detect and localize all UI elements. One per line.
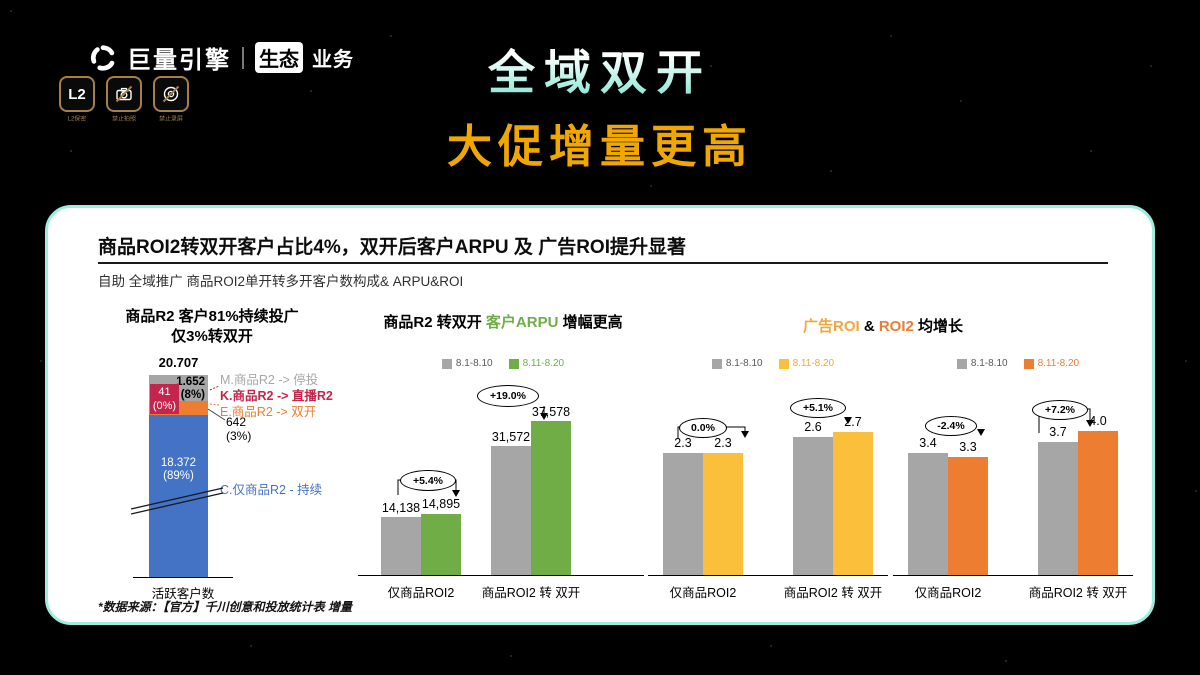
- bar-arpu-p1-g1: [381, 517, 421, 575]
- roi-section-title: 广告ROI & ROI2 均增长: [802, 318, 964, 335]
- chart1-x-axis: [133, 577, 233, 578]
- legend-swatch-gray: [711, 358, 722, 369]
- dual-open-value: 642 (3%): [226, 415, 252, 443]
- bar-roi2-p1-g2: [1038, 442, 1078, 575]
- legend-swatch-yellow: [778, 358, 789, 369]
- legend-label-dual: E.商品R2 -> 双开: [220, 405, 317, 419]
- bar-roi-p2-g1: [703, 453, 743, 575]
- chart1-title: 商品R2 客户81%持续投广 仅3%转双开: [125, 308, 299, 345]
- bar-roi2-p1-g1: [908, 453, 948, 575]
- ocean-engine-logo-icon: [88, 43, 118, 73]
- heading-underline: [98, 262, 1108, 264]
- legend-label-continue: C.仅商品R2 - 持续: [220, 483, 323, 497]
- bar-roi2-p2-g2: [1078, 431, 1118, 575]
- chart2-title: 商品R2 转双开 客户ARPU 增幅更高: [383, 314, 623, 331]
- legend-swatch-orange: [1023, 358, 1034, 369]
- chart-roi2: 8.1-8.10 8.11-8.20 3.4 3.3 3.7 4.0 -2.4%…: [893, 348, 1143, 608]
- chart2-category-1: 仅商品ROI2: [387, 586, 455, 600]
- segment-continue: 18.372 (89%): [149, 415, 208, 577]
- growth-annotation: +7.2%: [1032, 400, 1088, 420]
- chart4-x-axis: [893, 575, 1133, 576]
- bar-value-label: 14,895: [421, 497, 461, 511]
- brand-divider: [242, 46, 244, 69]
- legend-label-live: K.商品R2 -> 直播R2: [220, 389, 333, 403]
- bar-value-label: 2.7: [844, 415, 862, 429]
- badge-caption: 禁止录屏: [159, 116, 183, 123]
- bar-value-label: 3.4: [919, 436, 937, 450]
- no-photo-badge: 禁止拍照: [105, 76, 143, 124]
- bar-roi-p2-g2: [833, 432, 873, 575]
- chart2-x-axis: [358, 575, 644, 576]
- bar-arpu-p1-g2: [491, 446, 531, 575]
- bar-value-label: 31,572: [491, 430, 531, 444]
- stacked-bar: 1.652 (8%) 18.372 (89%) 41 (0%): [149, 375, 208, 577]
- bar-value-label: 2.3: [714, 436, 732, 450]
- bar-arpu-p2-g1: [421, 514, 461, 575]
- stack-total-label: 20.707: [158, 355, 199, 370]
- badge-caption: 禁止拍照: [112, 116, 136, 123]
- chart3-category-1: 仅商品ROI2: [669, 586, 737, 600]
- bar-value-label: 3.7: [1049, 425, 1067, 439]
- chart-customer-mix: 商品R2 客户81%持续投广 仅3%转双开 20.707 1.652 (8%) …: [98, 303, 398, 608]
- eco-badge: 生态: [255, 42, 303, 73]
- growth-annotation: +5.1%: [790, 398, 846, 418]
- segment-live-r2: 41 (0%): [150, 384, 179, 414]
- no-record-badge: 禁止录屏: [152, 76, 190, 124]
- legend-swatch-green: [508, 358, 519, 369]
- slide-subtitle: 大促增量更高: [446, 121, 753, 172]
- chart3-category-2: 商品ROI2 转 双开: [783, 586, 883, 600]
- chart3-x-axis: [648, 575, 888, 576]
- bar-value-label: 4.0: [1089, 414, 1107, 428]
- legend-label-stop: M.商品R2 -> 停投: [220, 373, 319, 387]
- starfield-background: [10, 10, 12, 12]
- data-source-footnote: *数据来源：【官方】千川创意和投放统计表 增量: [98, 600, 353, 614]
- chart3-legend: 8.1-8.10 8.11-8.20: [648, 358, 898, 369]
- bar-arpu-p2-g2: [531, 421, 571, 575]
- chart4-category-2: 商品ROI2 转 双开: [1028, 586, 1128, 600]
- no-record-icon: [153, 76, 189, 112]
- card-subheading: 自助 全域推广 商品ROI2单开转多开客户数构成& ARPU&ROI: [98, 274, 464, 289]
- bar-roi2-p2-g1: [948, 457, 988, 575]
- l2-badge-icon: L2: [68, 86, 86, 103]
- no-camera-icon: [106, 76, 142, 112]
- bar-roi-p1-g2: [793, 437, 833, 575]
- bar-value-label: 3.3: [959, 440, 977, 454]
- growth-annotation: -2.4%: [925, 416, 977, 436]
- chart1-leader-lines: [130, 385, 226, 515]
- card-heading: 商品ROI2转双开客户占比4%，双开后客户ARPU 及 广告ROI提升显著: [98, 237, 686, 258]
- chart2-legend: 8.1-8.10 8.11-8.20: [358, 358, 648, 369]
- chart4-legend: 8.1-8.10 8.11-8.20: [893, 358, 1143, 369]
- chart4-category-1: 仅商品ROI2: [914, 586, 982, 600]
- legend-swatch-gray: [956, 358, 967, 369]
- slide-title: 全域双开: [0, 34, 1200, 103]
- chart1-category-label: 活跃客户数: [151, 587, 215, 601]
- security-badges: L2 L2保密 禁止拍照 禁止录屏: [58, 76, 190, 124]
- bar-value-label: 37,578: [531, 405, 571, 419]
- bar-roi-p1-g1: [663, 453, 703, 575]
- biz-label: 业务: [312, 43, 354, 72]
- growth-annotation: +19.0%: [477, 385, 539, 407]
- legend-swatch-gray: [441, 358, 452, 369]
- chart-ad-roi: 8.1-8.10 8.11-8.20 2.3 2.3 2.6 2.7 0.0% …: [648, 348, 898, 608]
- bar-value-label: 2.6: [804, 420, 822, 434]
- badge-caption: L2保密: [67, 116, 87, 123]
- brand-name: 巨量引擎: [127, 40, 231, 75]
- growth-annotation: +5.4%: [400, 470, 456, 491]
- l2-security-badge: L2 L2保密: [58, 76, 96, 124]
- content-card: 商品ROI2转双开客户占比4%，双开后客户ARPU 及 广告ROI提升显著 自助…: [45, 205, 1155, 625]
- chart-arpu: 商品R2 转双开 客户ARPU 增幅更高 8.1-8.10 8.11-8.20 …: [358, 303, 648, 608]
- brand-area: 巨量引擎 生态 业务: [88, 40, 354, 75]
- bar-value-label: 14,138: [381, 501, 421, 515]
- growth-annotation: 0.0%: [679, 418, 727, 438]
- chart2-category-2: 商品ROI2 转 双开: [481, 586, 581, 600]
- bar-value-label: 2.3: [674, 436, 692, 450]
